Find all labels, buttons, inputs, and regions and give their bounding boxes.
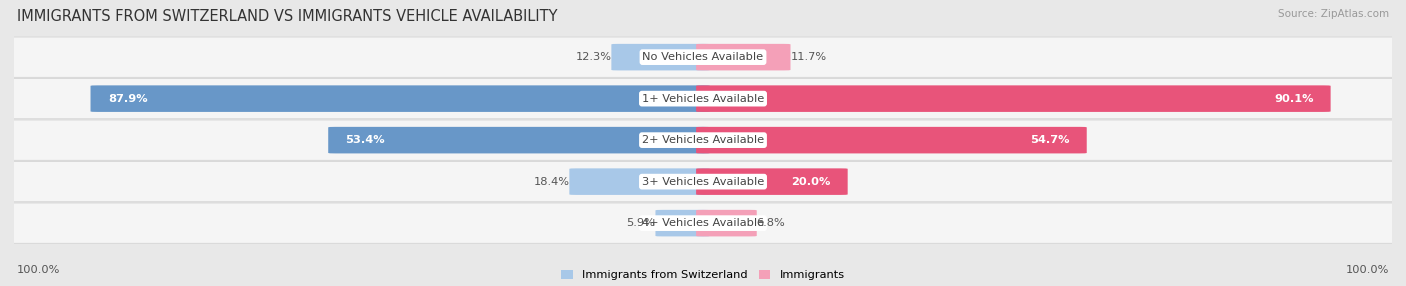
FancyBboxPatch shape (4, 37, 1402, 77)
Text: 1+ Vehicles Available: 1+ Vehicles Available (643, 94, 763, 104)
Legend: Immigrants from Switzerland, Immigrants: Immigrants from Switzerland, Immigrants (561, 270, 845, 280)
Text: IMMIGRANTS FROM SWITZERLAND VS IMMIGRANTS VEHICLE AVAILABILITY: IMMIGRANTS FROM SWITZERLAND VS IMMIGRANT… (17, 9, 557, 23)
FancyBboxPatch shape (569, 168, 710, 195)
Text: 100.0%: 100.0% (1346, 265, 1389, 275)
FancyBboxPatch shape (696, 127, 1087, 153)
Text: 90.1%: 90.1% (1274, 94, 1313, 104)
Text: 3+ Vehicles Available: 3+ Vehicles Available (643, 177, 763, 187)
FancyBboxPatch shape (696, 168, 848, 195)
FancyBboxPatch shape (4, 162, 1402, 202)
FancyBboxPatch shape (90, 85, 710, 112)
Text: 100.0%: 100.0% (17, 265, 60, 275)
Text: 11.7%: 11.7% (790, 52, 827, 62)
Text: No Vehicles Available: No Vehicles Available (643, 52, 763, 62)
Text: 20.0%: 20.0% (792, 177, 831, 187)
Text: 18.4%: 18.4% (533, 177, 569, 187)
Text: 4+ Vehicles Available: 4+ Vehicles Available (643, 218, 763, 228)
FancyBboxPatch shape (696, 44, 790, 70)
FancyBboxPatch shape (4, 120, 1402, 160)
FancyBboxPatch shape (655, 210, 710, 237)
Text: 53.4%: 53.4% (346, 135, 385, 145)
FancyBboxPatch shape (328, 127, 710, 153)
FancyBboxPatch shape (612, 44, 710, 70)
Text: 6.8%: 6.8% (756, 218, 786, 228)
Text: 2+ Vehicles Available: 2+ Vehicles Available (643, 135, 763, 145)
FancyBboxPatch shape (696, 85, 1330, 112)
Text: 54.7%: 54.7% (1031, 135, 1070, 145)
FancyBboxPatch shape (4, 203, 1402, 243)
Text: 5.9%: 5.9% (627, 218, 655, 228)
Text: Source: ZipAtlas.com: Source: ZipAtlas.com (1278, 9, 1389, 19)
FancyBboxPatch shape (4, 79, 1402, 119)
FancyBboxPatch shape (696, 210, 756, 237)
Text: 87.9%: 87.9% (108, 94, 148, 104)
Text: 12.3%: 12.3% (575, 52, 612, 62)
